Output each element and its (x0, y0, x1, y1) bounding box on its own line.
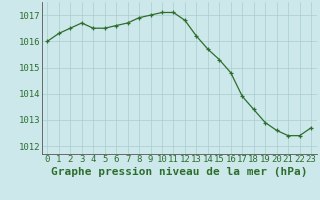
X-axis label: Graphe pression niveau de la mer (hPa): Graphe pression niveau de la mer (hPa) (51, 167, 308, 177)
